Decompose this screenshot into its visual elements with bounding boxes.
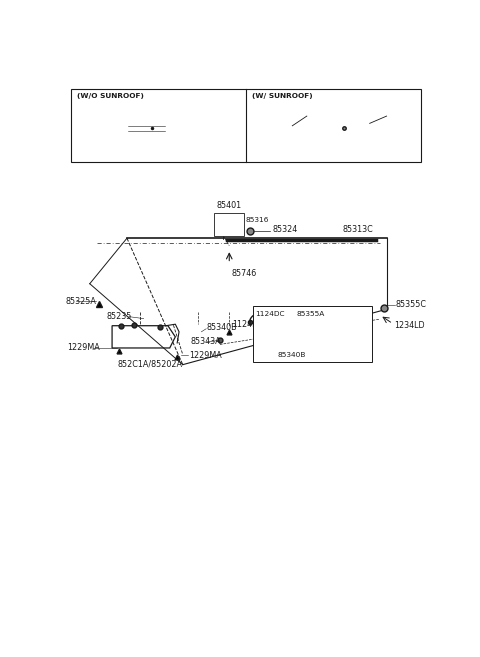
Bar (253, 306, 372, 362)
Text: (W/ SUNROOF): (W/ SUNROOF) (252, 93, 312, 99)
Text: 1124DC: 1124DC (232, 320, 264, 329)
Text: 85401: 85401 (216, 202, 242, 210)
Text: 85355C: 85355C (396, 300, 427, 309)
Text: 85324: 85324 (272, 225, 297, 234)
Text: 1234LD: 1234LD (394, 321, 425, 330)
Text: 85340B: 85340B (207, 323, 238, 332)
Bar (215, 213, 244, 236)
Text: 85316: 85316 (246, 217, 269, 223)
Bar (71, 89, 421, 162)
Text: 85313C: 85313C (343, 225, 373, 234)
Text: 85746: 85746 (231, 269, 256, 277)
Text: (W/O SUNROOF): (W/O SUNROOF) (77, 93, 144, 99)
Text: 85343A: 85343A (190, 338, 221, 346)
Text: 85235: 85235 (107, 312, 132, 321)
Text: 1229MA: 1229MA (190, 351, 222, 360)
Polygon shape (334, 122, 358, 134)
Text: 1124DC: 1124DC (255, 311, 285, 317)
Text: 852C1A/85202A: 852C1A/85202A (118, 359, 183, 369)
Text: 1229MA: 1229MA (67, 343, 100, 352)
Text: 85340B: 85340B (277, 352, 306, 358)
Text: 85355A: 85355A (296, 311, 324, 317)
Text: 85325A: 85325A (66, 297, 96, 306)
